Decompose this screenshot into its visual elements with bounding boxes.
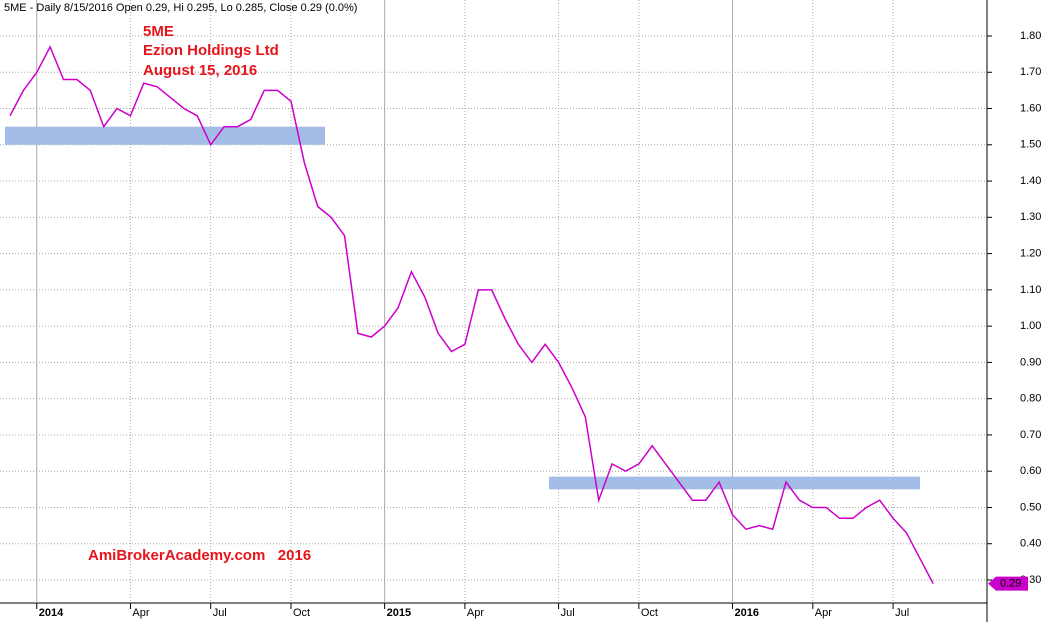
y-tick-label: 0.40 xyxy=(1020,538,1041,550)
x-tick-label: Apr xyxy=(467,607,484,619)
x-tick-label: 2015 xyxy=(387,607,411,619)
last-price-tag xyxy=(988,576,1028,591)
x-tick-label: Apr xyxy=(815,607,832,619)
y-tick-label: 0.90 xyxy=(1020,356,1041,368)
y-tick-label: 1.30 xyxy=(1020,211,1041,223)
annotation: Ezion Holdings Ltd xyxy=(143,42,279,59)
y-tick-label: 1.80 xyxy=(1020,30,1041,42)
x-tick-label: Jul xyxy=(561,607,575,619)
zone-band xyxy=(549,476,920,490)
header: 5ME - Daily 8/15/2016 Open 0.29, Hi 0.29… xyxy=(4,2,357,14)
x-tick-label: Apr xyxy=(132,607,149,619)
annotation: August 15, 2016 xyxy=(143,62,257,79)
annotation: 5ME xyxy=(143,23,174,40)
y-tick-label: 0.70 xyxy=(1020,429,1041,441)
price-line xyxy=(9,45,934,584)
x-tick-label: Oct xyxy=(293,607,310,619)
x-tick-label: 2014 xyxy=(39,607,64,619)
y-tick-label: 1.50 xyxy=(1020,139,1041,151)
x-tick-label: Oct xyxy=(641,607,658,619)
last-price-label: 0.29 xyxy=(1000,578,1021,590)
x-tick-label: Jul xyxy=(213,607,227,619)
y-tick-label: 1.70 xyxy=(1020,66,1041,78)
y-tick-label: 0.80 xyxy=(1020,393,1041,405)
y-tick-label: 1.00 xyxy=(1020,320,1041,332)
y-tick-label: 1.40 xyxy=(1020,175,1041,187)
y-tick-label: 0.50 xyxy=(1020,501,1041,513)
annotation: AmiBrokerAcademy.com 2016 xyxy=(88,547,311,564)
y-tick-label: 0.60 xyxy=(1020,465,1041,477)
x-tick-label: Jul xyxy=(895,607,909,619)
zone-band xyxy=(5,126,325,145)
y-tick-label: 1.60 xyxy=(1020,102,1041,114)
y-tick-label: 1.20 xyxy=(1020,248,1041,260)
x-tick-label: 2016 xyxy=(735,607,759,619)
y-tick-label: 1.10 xyxy=(1020,284,1041,296)
